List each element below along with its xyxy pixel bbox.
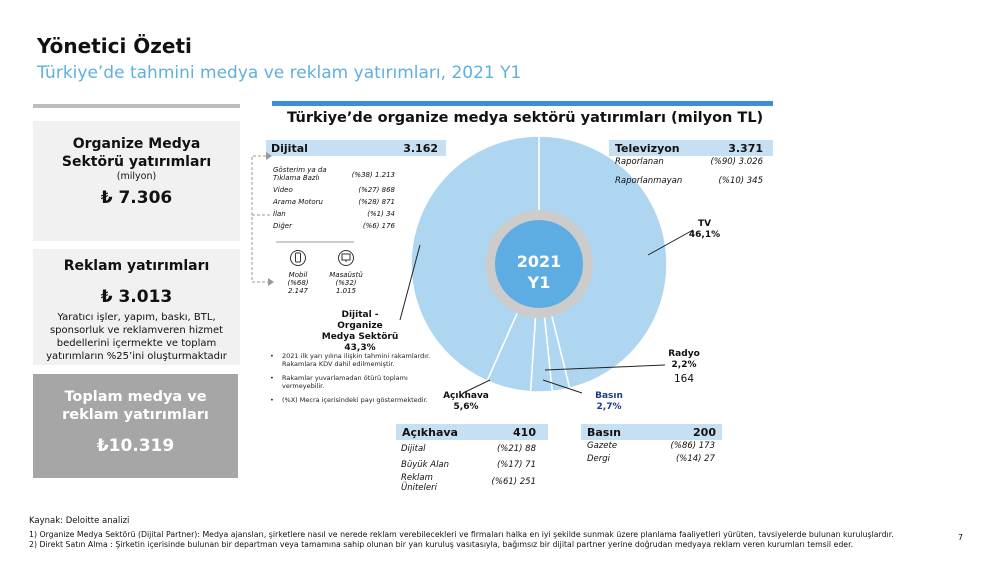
reklam-desc-2: sponsorluk ve reklamveren hizmet [49,325,224,336]
televizyon-row: Raporlanmayan (%10) 345 [615,176,763,186]
dijital-value: 3.162 [403,142,438,155]
label-tv: TV 46,1% [688,219,721,240]
acikhava-header: Açıkhava 410 [396,424,548,440]
media-pie-chart: 2021 Y1 [410,135,668,393]
page-title: Yönetici Özeti [37,34,192,58]
organize-unit: (milyon) [116,171,157,182]
dijital-rows: Gösterim ya da Tıklama Bazlı (%38) 1.213… [273,166,395,234]
desktop-icon [338,250,354,266]
basin-label: Basın [587,426,621,439]
televizyon-header: Televizyon 3.371 [609,140,773,156]
pie-leader-lines [399,229,694,394]
footer-note-1: 1) Organize Medya Sektörü (Dijital Partn… [29,530,894,539]
reklam-card: Reklam yatırımları ₺ 3.013 Yaratıcı işle… [33,249,240,365]
acikhava-row: Büyük Alan (%17) 71 [401,460,536,470]
acikhava-row: Dijital (%21) 88 [401,444,536,454]
note-item: • (%X) Mecra içerisindeki payı göstermek… [270,396,428,404]
device-mobile: Mobil (%68) 2.147 [283,249,313,295]
pie-center-year: 2021 [517,252,562,271]
pie-slice-5 [410,135,540,382]
dijital-row: Video (%27) 868 [273,186,395,194]
toplam-value: ₺10.319 [96,436,175,456]
note-item: • 2021 ilk yarı yılına ilişkin tahmini r… [270,352,431,368]
televizyon-row: Raporlanan (%90) 3.026 [615,157,763,167]
reklam-title: Reklam yatırımları [63,258,210,274]
televizyon-value: 3.371 [728,142,763,155]
basin-row: Gazete (%86) 173 [587,441,715,451]
toplam-card: Toplam medya ve reklam yatırımları ₺10.3… [33,374,238,478]
label-radyo: Radyo 2,2% 164 [668,349,700,385]
basin-value: 200 [693,426,716,439]
label-acikhava: Açıkhava 5,6% [443,391,489,412]
acikhava-label: Açıkhava [402,426,458,439]
organize-title-1: Organize Medya [72,136,201,152]
notes-list: • 2021 ilk yarı yılına ilişkin tahmini r… [268,352,438,404]
reklam-value: ₺ 3.013 [100,287,173,307]
device-divider [276,241,354,243]
acikhava-value: 410 [513,426,536,439]
page-subtitle: Türkiye’de tahmini medya ve reklam yatır… [37,63,522,83]
divider-left [33,104,240,108]
section-title: Türkiye’de organize medya sektörü yatırı… [287,110,764,126]
toplam-title-2: reklam yatırımları [62,407,209,423]
organize-title-2: Sektörü yatırımları [61,154,212,170]
dijital-row: Diğer (%6) 176 [273,222,395,230]
mobile-icon [290,250,306,266]
dijital-row: İlan (%1) 34 [273,210,395,218]
dijital-header: Dijital 3.162 [266,140,446,156]
pie-center-period: Y1 [527,273,551,292]
dijital-label: Dijital [271,142,308,155]
organize-card: Organize Medya Sektörü yatırımları (mily… [33,121,240,241]
pie-center [495,220,583,308]
label-dijital: Dijital - Organize Medya Sektörü 43,3% [321,310,399,353]
note-item: • Rakamlar yuvarlamadan ötürü toplamı ve… [270,374,408,390]
reklam-desc-3: bedellerini içermekte ve toplam [56,338,217,349]
basin-row: Dergi (%14) 27 [587,454,715,464]
divider-right [272,101,773,106]
acikhava-row: Reklam Üniteleri (%61) 251 [401,473,536,493]
footer-source: Kaynak: Deloitte analizi [29,516,130,526]
organize-value: ₺ 7.306 [100,188,173,208]
dijital-row: Arama Motoru (%28) 871 [273,198,395,206]
toplam-title-1: Toplam medya ve [64,389,207,405]
page-number: 7 [958,533,963,542]
device-desktop: Masaüstü (%32) 1.015 [326,249,366,295]
label-basin: Basın 2,7% [595,391,623,412]
footer-note-2: 2) Direkt Satın Alma : Şirketin içerisin… [29,540,854,549]
basin-header: Basın 200 [581,424,722,440]
dijital-row: Gösterim ya da Tıklama Bazlı (%38) 1.213 [273,166,395,182]
reklam-desc-1: Yaratıcı işler, yapım, baskı, BTL, [57,312,216,323]
reklam-desc-4: yatırımların %25’ini oluşturmaktadır [46,351,227,362]
dijital-connector [251,152,274,286]
televizyon-label: Televizyon [615,142,680,155]
